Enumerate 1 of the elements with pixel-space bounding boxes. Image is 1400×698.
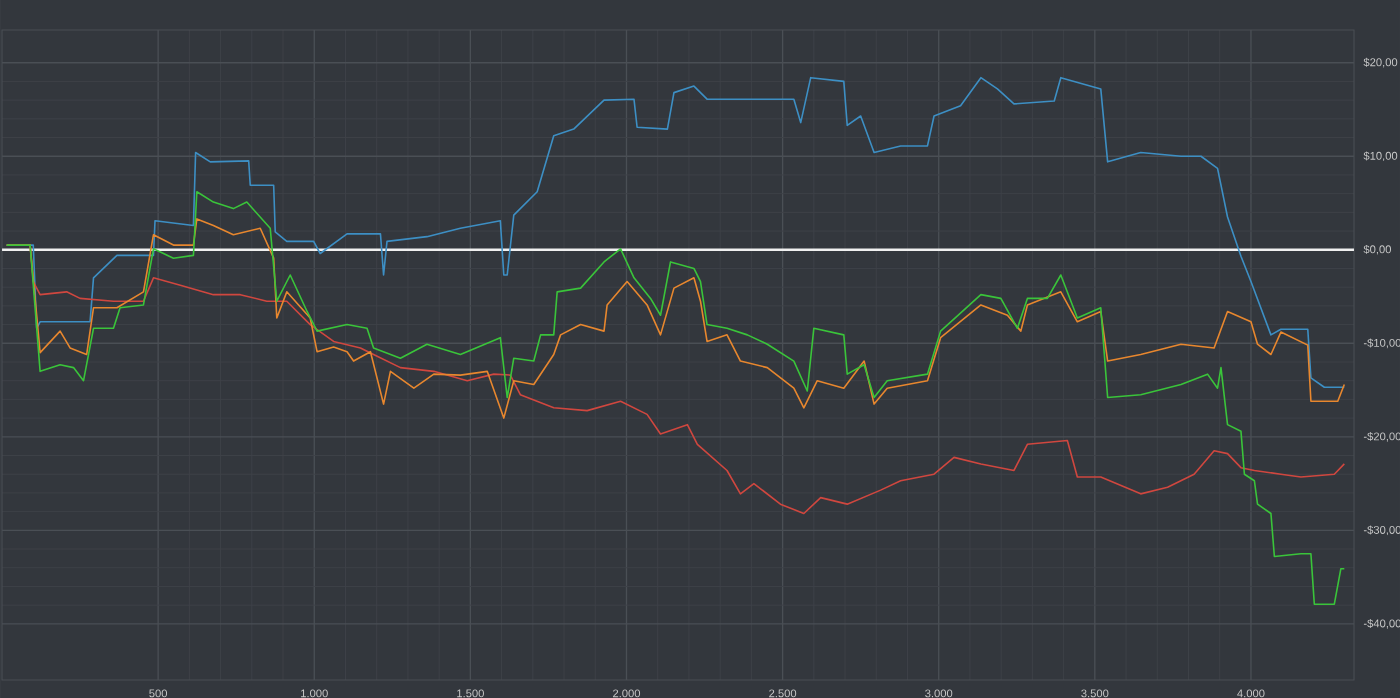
line-series bbox=[5, 190, 1346, 606]
